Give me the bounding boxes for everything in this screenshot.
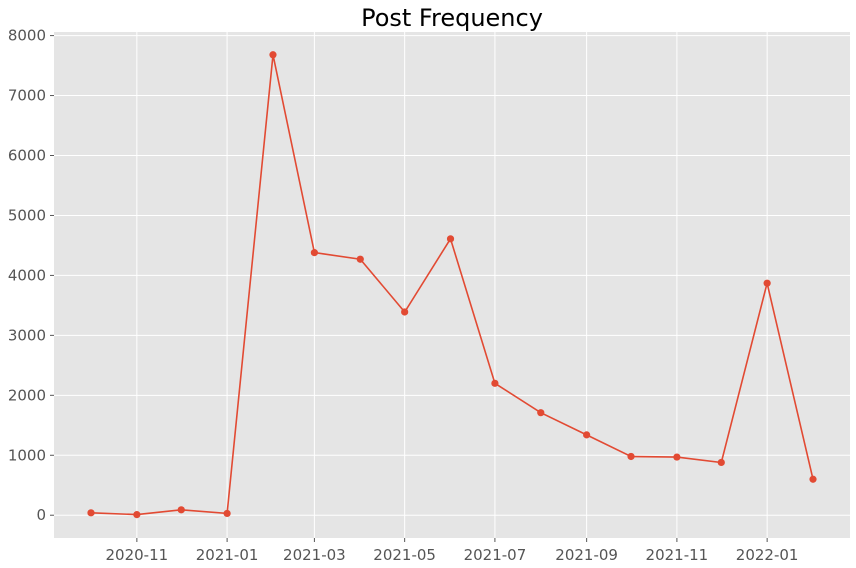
y-tick-label: 1000 bbox=[8, 446, 46, 464]
y-tick-label: 2000 bbox=[8, 386, 46, 404]
data-point bbox=[446, 235, 455, 243]
x-tick-label: 2021-11 bbox=[646, 546, 709, 564]
plot-background bbox=[54, 32, 850, 538]
data-point bbox=[809, 475, 817, 483]
y-tick-label: 7000 bbox=[8, 87, 46, 105]
y-tick-label: 3000 bbox=[8, 326, 46, 344]
x-tick-label: 2020-11 bbox=[106, 546, 169, 564]
data-point bbox=[673, 453, 681, 461]
data-point bbox=[537, 409, 545, 417]
y-tick-label: 4000 bbox=[8, 266, 46, 284]
x-tick-label: 2021-09 bbox=[555, 546, 618, 564]
series-layer bbox=[87, 51, 817, 519]
data-point bbox=[133, 511, 141, 519]
x-tick-label: 2021-03 bbox=[283, 546, 346, 564]
data-point bbox=[627, 452, 635, 461]
y-tick-label: 0 bbox=[36, 506, 46, 524]
x-tick-label: 2021-05 bbox=[373, 546, 436, 564]
grid-lines bbox=[54, 32, 850, 538]
data-point bbox=[177, 506, 185, 514]
data-point bbox=[269, 51, 277, 59]
data-point bbox=[87, 509, 95, 517]
x-tick-label: 2021-07 bbox=[464, 546, 527, 564]
data-point bbox=[310, 249, 319, 257]
data-point bbox=[583, 431, 591, 439]
data-point bbox=[356, 255, 364, 263]
axis-ticks: 0 1000 2000 3000 4000 5000 6000 7000 8000 2020-11… bbox=[8, 27, 799, 564]
data-point bbox=[717, 458, 725, 467]
x-tick-label: 2021-01 bbox=[196, 546, 259, 564]
data-point bbox=[491, 379, 499, 387]
y-tick-label: 6000 bbox=[8, 147, 46, 165]
data-point bbox=[401, 308, 409, 316]
chart-title: Post Frequency bbox=[361, 4, 543, 32]
data-point bbox=[223, 509, 231, 518]
data-point bbox=[763, 279, 771, 287]
x-tick-label: 2022-01 bbox=[736, 546, 799, 564]
y-tick-label: 5000 bbox=[8, 206, 46, 224]
y-tick-label: 8000 bbox=[8, 27, 46, 45]
